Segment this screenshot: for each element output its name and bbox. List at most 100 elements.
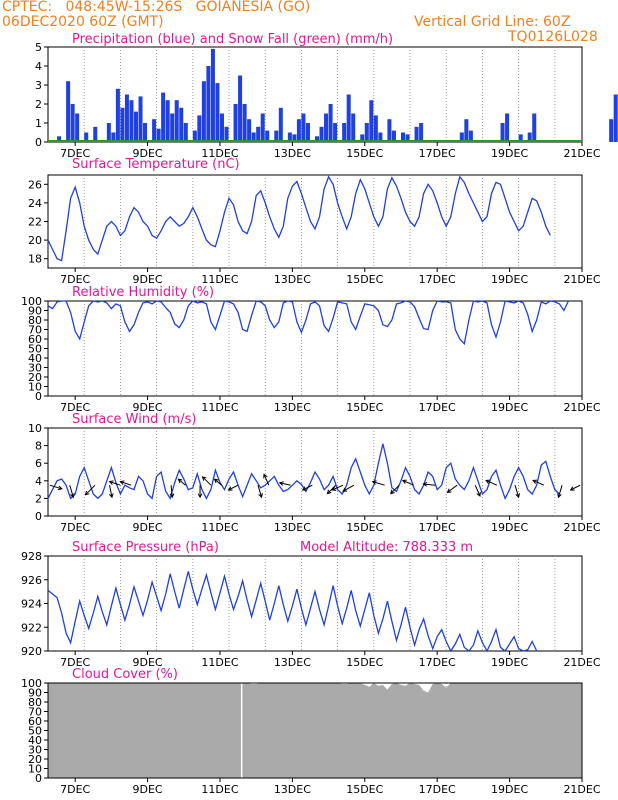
- wind-arrow: [558, 485, 563, 498]
- x-tick-label: 9DEC: [133, 521, 163, 534]
- precip-bar: [111, 132, 116, 142]
- x-tick-label: 7DEC: [60, 401, 90, 414]
- precip-bar: [179, 107, 184, 142]
- wind-arrow-head: [70, 493, 75, 499]
- precip-bar: [247, 119, 252, 142]
- x-tick-label: 11DEC: [201, 273, 238, 286]
- x-tick-label: 15DEC: [346, 783, 383, 796]
- header-date: 06DEC2020 60Z (GMT): [2, 14, 164, 30]
- precip-bar: [170, 113, 175, 142]
- wind-arrow-head: [371, 480, 377, 485]
- precip-bar: [165, 100, 170, 142]
- precip-bar: [527, 132, 532, 142]
- precip-bar: [238, 75, 243, 142]
- header-code: TQ0126L028: [508, 29, 598, 45]
- precip-bar: [70, 104, 75, 142]
- x-tick-label: 21DEC: [563, 521, 600, 534]
- wind-arrow: [532, 479, 545, 486]
- y-tick-label: 50: [28, 343, 42, 356]
- wind-arrow-head: [422, 481, 428, 487]
- wind-arrow-head: [446, 488, 452, 494]
- precip-bar: [93, 126, 98, 142]
- wind-arrow-head: [515, 493, 520, 499]
- x-tick-label: 21DEC: [563, 147, 600, 160]
- panel-title: Cloud Cover (%): [72, 667, 178, 682]
- wind-arrow-head: [390, 489, 395, 495]
- y-tick-label: 0: [35, 390, 42, 403]
- wind-arrow: [423, 483, 436, 486]
- wind-arrow-head: [401, 479, 407, 484]
- y-tick-label: 5: [35, 41, 42, 54]
- wind-arrow-head: [169, 493, 175, 499]
- precip-bar: [260, 113, 265, 142]
- precip-bar: [319, 126, 324, 142]
- wind-arrow-head: [177, 478, 183, 484]
- wind-arrow-head: [301, 486, 307, 491]
- wind-arrow-head: [263, 473, 268, 479]
- wind-arrow-head: [84, 490, 90, 496]
- precip-bar: [197, 115, 202, 142]
- panel-frame: [47, 682, 583, 779]
- precip-bar: [215, 83, 220, 142]
- x-tick-label: 11DEC: [201, 656, 238, 669]
- precip-bar: [296, 119, 301, 142]
- y-tick-label: 26: [28, 178, 42, 191]
- wind-arrow: [214, 478, 223, 486]
- wind-arrow: [178, 478, 186, 486]
- precip-bar: [378, 132, 383, 142]
- wind-arrow: [85, 484, 96, 496]
- wind-arrow: [263, 474, 270, 486]
- panel-note: Model Altitude: 788.333 m: [300, 540, 473, 555]
- x-tick-label: 7DEC: [60, 656, 90, 669]
- x-tick-label: 13DEC: [274, 273, 311, 286]
- wind-arrow-head: [326, 489, 332, 495]
- precip-bar: [315, 136, 320, 142]
- x-tick-label: 11DEC: [201, 147, 238, 160]
- wind-arrow: [390, 484, 400, 494]
- precip-bar: [609, 119, 614, 142]
- wind-arrow: [109, 485, 113, 498]
- x-tick-label: 11DEC: [201, 521, 238, 534]
- wind-arrow-head: [108, 480, 114, 485]
- x-tick-label: 9DEC: [133, 656, 163, 669]
- header-grid-note: Vertical Grid Line: 60Z: [414, 14, 571, 30]
- wind-arrow: [228, 484, 239, 491]
- precip-bar: [274, 130, 279, 142]
- y-tick-label: 20: [28, 753, 42, 766]
- y-tick-label: 90: [28, 305, 42, 318]
- precip-bar: [278, 107, 283, 142]
- x-tick-label: 9DEC: [133, 783, 163, 796]
- precip-bar: [192, 130, 197, 142]
- y-tick-label: 90: [28, 687, 42, 700]
- precip-bar: [224, 126, 229, 142]
- wind-arrow-head: [201, 476, 207, 481]
- wind-arrow: [170, 485, 173, 498]
- precip-bar: [287, 132, 292, 142]
- wind-arrow: [327, 484, 337, 494]
- precip-bar: [219, 113, 224, 142]
- x-tick-label: 17DEC: [419, 273, 456, 286]
- y-tick-label: 20: [28, 371, 42, 384]
- x-tick-label: 7DEC: [60, 273, 90, 286]
- precip-bar: [532, 113, 537, 142]
- precip-bar: [333, 123, 338, 142]
- panel-title: Surface Wind (m/s): [72, 412, 196, 427]
- y-tick-label: 80: [28, 314, 42, 327]
- wind-arrow-head: [227, 486, 233, 491]
- precip-bar: [464, 119, 469, 142]
- precip-bar: [66, 81, 71, 142]
- wind-arrow: [302, 484, 313, 491]
- x-tick-label: 19DEC: [491, 656, 528, 669]
- x-tick-label: 9DEC: [133, 401, 163, 414]
- precip-bar: [342, 123, 347, 142]
- wind-arrow: [202, 476, 212, 486]
- panel-frame: [47, 427, 583, 517]
- y-tick-label: 70: [28, 706, 42, 719]
- x-tick-label: 17DEC: [419, 521, 456, 534]
- panel-frame: [47, 555, 583, 652]
- precip-bar: [265, 130, 270, 142]
- precip-bar: [161, 92, 166, 142]
- wind-arrow-head: [476, 491, 481, 497]
- y-tick-label: 40: [28, 352, 42, 365]
